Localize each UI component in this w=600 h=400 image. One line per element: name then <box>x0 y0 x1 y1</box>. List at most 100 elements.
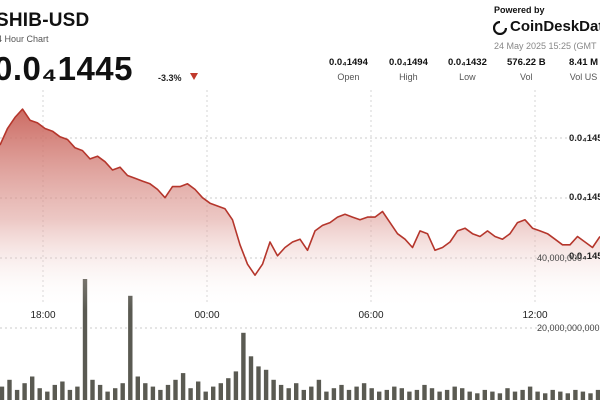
volume-bar <box>467 391 472 400</box>
volume-bar <box>482 389 487 400</box>
stat-value: 0.0₄1432 <box>448 57 487 68</box>
volume-bar <box>211 386 216 400</box>
volume-bar <box>324 391 329 400</box>
volume-bar <box>361 383 367 400</box>
timestamp: 24 May 2025 15:25 (GMT <box>494 41 597 51</box>
volume-bar <box>22 383 27 400</box>
volume-bar <box>535 391 540 400</box>
pair-title: SHIB-USD <box>0 10 90 31</box>
x-tick-label: 18:00 <box>30 310 55 321</box>
current-price: 0.0₄1445 <box>0 50 134 87</box>
volume-bar <box>460 388 465 400</box>
price-line <box>0 108 600 276</box>
coindesk-logo-icon <box>493 21 507 35</box>
volume-bar <box>173 379 178 400</box>
volume-bar <box>248 356 254 400</box>
volume-bar <box>294 383 299 400</box>
volume-bar <box>497 393 503 400</box>
volume-bar <box>475 393 480 400</box>
down-arrow-icon <box>190 73 198 80</box>
volume-bar <box>422 384 427 400</box>
volume-bar <box>271 379 276 400</box>
volume-bar <box>256 366 261 400</box>
volume-bar <box>565 393 570 400</box>
volume-tick-label: 20,000,000,000 <box>537 323 600 333</box>
volume-bar <box>339 384 344 400</box>
volume-bar <box>452 386 457 400</box>
volume-bar <box>550 389 555 400</box>
volume-bar <box>143 383 148 400</box>
volume-bar <box>369 388 374 400</box>
volume-bar <box>407 391 412 400</box>
volume-bar <box>316 379 322 400</box>
volume-bar <box>97 384 103 400</box>
volume-bar <box>75 386 80 400</box>
volume-bar <box>354 386 359 400</box>
stat-value: 576.22 B <box>507 57 546 68</box>
volume-bar <box>218 383 223 400</box>
volume-bar <box>37 388 42 400</box>
volume-bar <box>505 388 510 400</box>
price-tick-label: 0.0₄145 <box>569 251 600 262</box>
volume-bar <box>595 389 600 400</box>
volume-bar <box>226 378 231 400</box>
volume-bar <box>377 391 382 400</box>
volume-bar <box>241 332 246 400</box>
x-tick-label: 00:00 <box>194 310 219 321</box>
volume-bar <box>90 379 95 400</box>
stat-open: 0.0₄1494 Open <box>329 57 368 82</box>
volume-bar <box>543 393 548 400</box>
stat-value: 0.0₄1494 <box>389 57 428 68</box>
volume-bar <box>233 371 239 400</box>
volume-bar <box>331 388 337 400</box>
volume-bar <box>309 386 314 400</box>
volume-bar <box>490 391 495 400</box>
stat-label: Open <box>337 72 360 82</box>
volume-bar <box>286 388 291 400</box>
volume-bar <box>429 388 435 400</box>
volume-bar <box>444 389 450 400</box>
volume-tick-label: 40,000,000 <box>537 253 582 263</box>
volume-bar <box>113 388 118 400</box>
volume-bar <box>7 379 12 400</box>
volume-bar <box>180 373 186 400</box>
stat-low: 0.0₄1432 Low <box>448 57 487 82</box>
volume-bar <box>203 391 208 400</box>
volume-bar <box>399 388 404 400</box>
stat-high: 0.0₄1494 High <box>389 57 428 82</box>
volume-bar <box>165 384 171 400</box>
volume-bar <box>527 386 533 400</box>
stat-value: 0.0₄1494 <box>329 57 368 68</box>
chart-subtitle: 4 Hour Chart <box>0 34 49 44</box>
volume-bar <box>52 384 57 400</box>
volume-bar <box>14 389 20 400</box>
volume-bar <box>196 381 201 400</box>
volume-bar <box>158 389 163 400</box>
volume-bar <box>580 391 586 400</box>
volume-bar <box>392 386 397 400</box>
price-change: -3.3% <box>158 73 182 83</box>
volume-bar <box>82 279 88 400</box>
stat-value: 8.41 M <box>569 57 599 68</box>
x-tick-label: 06:00 <box>358 310 383 321</box>
stat-vol-usd: 8.41 M Vol US <box>569 57 598 82</box>
volume-bar <box>120 383 125 400</box>
volume-bar <box>558 391 563 400</box>
volume-bar <box>346 389 352 400</box>
volume-bar <box>520 389 525 400</box>
volume-bar <box>45 391 50 400</box>
stat-label: Vol <box>520 72 533 82</box>
volume-bar <box>278 384 284 400</box>
volume-bar <box>588 393 593 400</box>
volume-bar <box>128 295 133 400</box>
volume-bar <box>414 389 420 400</box>
stat-vol: 576.22 B Vol <box>507 57 546 82</box>
stat-label: High <box>399 72 418 82</box>
price-tick-label: 0.0₄145 <box>569 133 600 144</box>
volume-bar <box>67 389 73 400</box>
volume-bar <box>188 388 193 400</box>
volume-bar <box>301 389 306 400</box>
powered-by-label: Powered by <box>494 5 545 15</box>
volume-bar <box>60 381 65 400</box>
